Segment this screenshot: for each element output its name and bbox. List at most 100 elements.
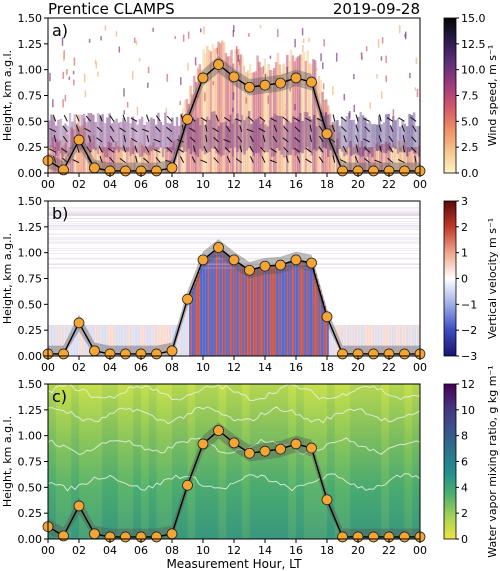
colorbar-tick-label: 2: [461, 221, 468, 234]
x-tick-label: 12: [227, 361, 241, 374]
heatmap-field: [48, 18, 420, 173]
x-tick-label: 02: [72, 178, 86, 191]
bl-height-point: [321, 128, 333, 140]
colorbar-tick-label: 3: [461, 195, 468, 208]
y-tick-label: 0.50: [18, 481, 43, 494]
date-label: 2019-09-28: [332, 0, 420, 18]
x-tick-label: 10: [196, 544, 210, 557]
y-tick-label: 1.25: [18, 38, 43, 51]
panel-1: 00 02 04 06 08 10 12 14 16 18 20 22 000.000.250.500.…: [1, 12, 499, 191]
bl-height-point: [120, 165, 131, 177]
bl-height-point: [306, 76, 317, 88]
x-tick-label: 00: [413, 361, 427, 374]
colorbar-tick-label: 4: [461, 481, 468, 494]
colorbar-tick-label: 12.5: [461, 38, 486, 51]
colorbar-tick-label: 1: [461, 247, 468, 260]
x-tick-label: 06: [134, 178, 148, 191]
y-tick-label: 0.00: [18, 350, 43, 363]
bl-height-point: [120, 348, 131, 360]
x-tick-label: 04: [103, 178, 117, 191]
colorbar-tick-label: −2: [461, 324, 477, 337]
bl-height-point: [290, 72, 302, 84]
y-tick-label: 0.00: [18, 167, 43, 180]
bl-height-point: [399, 165, 410, 177]
bl-height-point: [120, 531, 131, 543]
x-tick-label: 16: [289, 544, 303, 557]
bl-height-point: [306, 257, 317, 269]
bl-height-point: [58, 530, 69, 542]
bl-height-point: [73, 500, 85, 512]
bl-height-point: [321, 311, 333, 323]
colorbar-tick-label: 2.5: [461, 141, 479, 154]
x-tick-label: 18: [320, 178, 334, 191]
x-tick-label: 20: [351, 178, 365, 191]
colorbar-tick-label: 6: [461, 456, 468, 469]
bl-height-point: [228, 437, 240, 449]
colorbar-tick-label: 0: [461, 273, 468, 286]
bl-height-point: [244, 264, 255, 276]
colorbar-label: Water vapor mixing ratio, g kg m⁻¹: [486, 365, 499, 557]
y-tick-label: 0.00: [18, 533, 43, 546]
x-tick-label: 22: [382, 361, 396, 374]
x-tick-label: 08: [165, 544, 179, 557]
x-tick-label: 00: [41, 361, 55, 374]
x-tick-label: 06: [134, 361, 148, 374]
y-axis-label: Height, km a.g.l.: [1, 233, 14, 324]
bl-height-point: [73, 134, 85, 146]
colorbar: [443, 383, 457, 540]
colorbar-tick-label: −3: [461, 350, 477, 363]
bl-height-point: [244, 447, 255, 459]
x-tick-label: 02: [72, 361, 86, 374]
bl-height-point: [151, 348, 162, 360]
panel-label: b): [52, 204, 68, 223]
y-tick-label: 0.50: [18, 115, 43, 128]
x-tick-label: 02: [72, 544, 86, 557]
x-tick-label: 12: [227, 178, 241, 191]
y-tick-label: 1.50: [18, 12, 43, 25]
colorbar-tick-label: 7.5: [461, 90, 479, 103]
bl-height-point: [182, 479, 193, 491]
bl-height-point: [89, 528, 100, 540]
y-tick-label: 0.75: [18, 456, 43, 469]
bl-height-point: [182, 113, 193, 125]
bl-height-point: [228, 71, 240, 83]
x-tick-label: 08: [165, 361, 179, 374]
bl-height-point: [306, 442, 317, 454]
heatmap-field: [48, 201, 420, 356]
colorbar-label: Wind speed, m s⁻¹: [486, 45, 499, 147]
bl-height-point: [151, 165, 162, 177]
bl-height-point: [368, 165, 379, 177]
x-tick-label: 22: [382, 544, 396, 557]
bl-height-point: [399, 531, 410, 543]
y-axis-label: Height, km a.g.l.: [1, 416, 14, 507]
x-tick-label: 18: [320, 544, 334, 557]
bl-height-point: [213, 59, 224, 70]
bl-height-point: [213, 242, 224, 253]
colorbar: [443, 200, 457, 357]
y-tick-label: 1.50: [18, 378, 43, 391]
x-tick-label: 16: [289, 361, 303, 374]
bl-height-point: [259, 445, 271, 457]
x-tick-label: 16: [289, 178, 303, 191]
colorbar-tick-label: −1: [461, 298, 477, 311]
colorbar-tick-label: 2: [461, 507, 468, 520]
panel-label: a): [52, 21, 68, 40]
x-tick-label: 00: [413, 178, 427, 191]
y-tick-label: 0.75: [18, 273, 43, 286]
y-tick-label: 0.25: [18, 507, 43, 520]
y-tick-label: 1.50: [18, 195, 43, 208]
bl-height-point: [166, 528, 178, 540]
y-tick-label: 0.75: [18, 90, 43, 103]
colorbar-tick-label: 5.0: [461, 115, 479, 128]
bl-height-point: [368, 348, 379, 360]
bl-height-point: [337, 531, 348, 543]
panel-label: c): [52, 387, 67, 406]
bl-height-point: [321, 494, 333, 506]
colorbar-tick-label: 10.0: [461, 64, 486, 77]
x-tick-label: 06: [134, 544, 148, 557]
bl-height-point: [166, 162, 178, 174]
bl-height-point: [259, 79, 271, 91]
bl-height-point: [275, 443, 286, 455]
bl-height-point: [399, 348, 410, 360]
